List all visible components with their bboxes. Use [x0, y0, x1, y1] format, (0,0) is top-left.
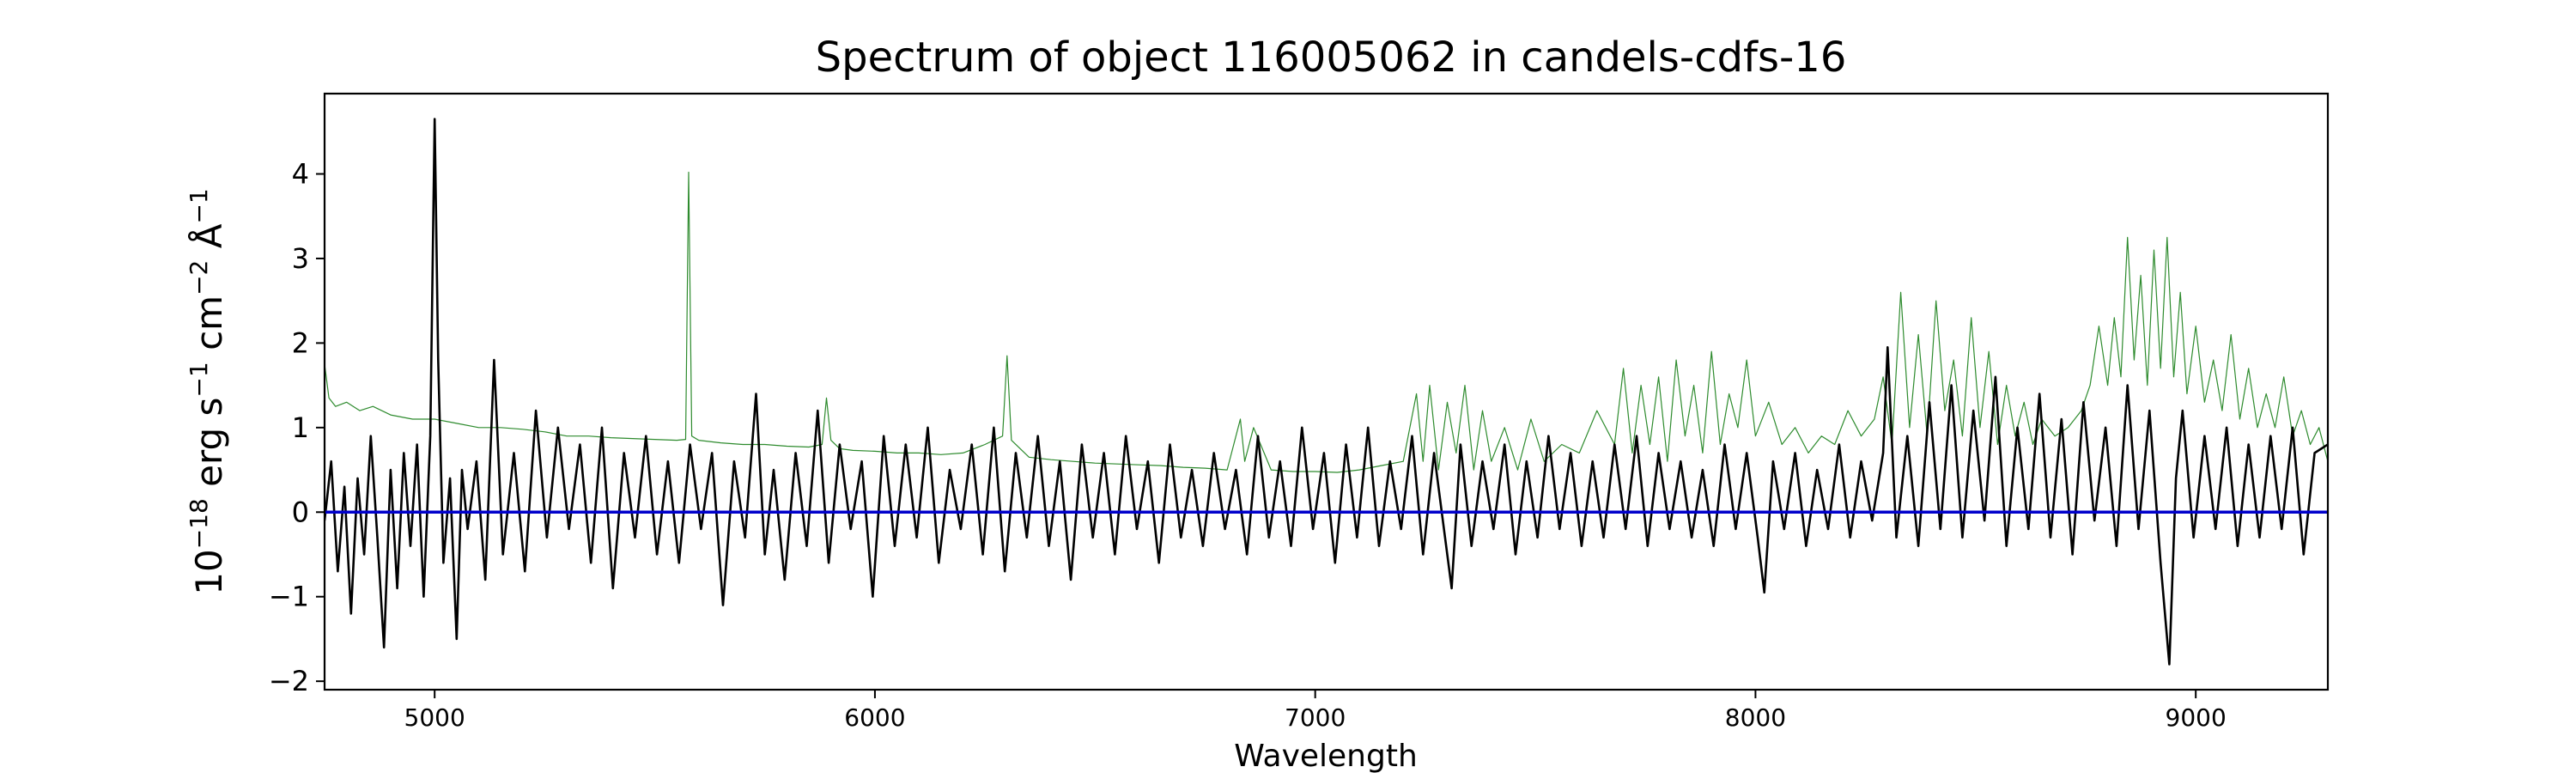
y-tick-label: 0	[292, 496, 309, 528]
y-tick-label: 4	[292, 158, 309, 191]
x-tick-label: 6000	[844, 703, 905, 732]
x-tick-label: 9000	[2166, 703, 2227, 732]
series-noise-line	[325, 171, 2328, 473]
y-tick-label: −1	[269, 581, 309, 613]
series-flux-line	[325, 118, 2328, 666]
x-axis: 5000 6000 7000 8000 9000	[404, 690, 2227, 732]
series-layer	[325, 118, 2328, 666]
y-axis-label: 10−18 erg s−1 cm−2 Å−1	[185, 188, 230, 594]
x-tick-label: 8000	[1725, 703, 1786, 732]
y-tick-label: 3	[292, 242, 309, 275]
y-tick-label: −2	[269, 665, 309, 697]
y-tick-label: 1	[292, 411, 309, 444]
x-axis-label: Wavelength	[1234, 739, 1418, 773]
plot-area	[323, 92, 2330, 691]
y-tick-label: 2	[292, 326, 309, 359]
x-tick-label: 5000	[404, 703, 465, 732]
x-tick-label: 7000	[1285, 703, 1346, 732]
plot-frame	[323, 92, 2330, 691]
y-axis: −2 −1 0 1 2 3 4	[269, 158, 325, 697]
chart-title: Spectrum of object 116005062 in candels-…	[816, 33, 1847, 82]
